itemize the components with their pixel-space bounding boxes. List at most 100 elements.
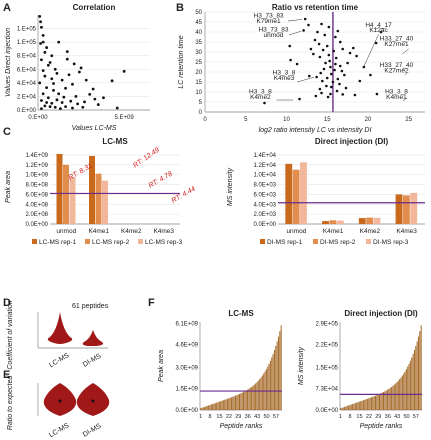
data-point — [38, 81, 42, 85]
rank-bar-lc — [201, 407, 203, 410]
y-axis-label: MS intensity — [227, 167, 234, 206]
rank-bar-lc — [222, 400, 224, 410]
rank-bar-di — [393, 384, 395, 410]
rank-bar-di — [358, 401, 360, 410]
x-tick-label: 50 — [263, 414, 269, 420]
rt-annotation: RT: 4.78 — [148, 171, 174, 190]
data-point — [83, 100, 86, 104]
y-tick-label: 40 — [195, 30, 202, 36]
chart-title: LC-MS — [228, 309, 254, 318]
data-point — [334, 62, 337, 66]
rank-bar-di — [417, 336, 420, 410]
data-point — [329, 92, 332, 96]
data-point — [338, 82, 341, 86]
data-point — [41, 92, 45, 96]
data-point — [38, 14, 42, 18]
x-category-label: LC-MS — [48, 352, 71, 369]
data-point — [307, 23, 310, 27]
x-tick-label: K4me2 — [121, 228, 142, 235]
rank-bar-di — [409, 360, 411, 410]
data-point — [74, 95, 78, 98]
data-point — [81, 105, 85, 109]
rank-bar-lc — [230, 397, 232, 410]
data-point — [55, 71, 59, 75]
rank-bar-di — [362, 400, 364, 410]
x-tick-label: 57 — [273, 414, 279, 420]
legend-swatch — [366, 239, 371, 244]
peptide-annotation: K79me1 — [256, 18, 281, 25]
x-tick-label: 25 — [405, 117, 412, 123]
rank-bar-di — [404, 371, 406, 410]
bar-lc-unmod-rep1 — [56, 153, 63, 224]
annotation-leader — [402, 97, 408, 102]
data-point — [50, 54, 54, 58]
x-tick-label: K4me1 — [323, 228, 344, 235]
y-tick-label: 6.0E+03 — [253, 192, 276, 198]
y-tick-label: 7.3E+04 — [315, 387, 338, 393]
rank-bar-lc — [224, 399, 226, 410]
data-point — [40, 25, 43, 29]
x-tick-label: 29 — [375, 414, 381, 420]
data-point — [57, 92, 61, 96]
x-tick-label: 29 — [235, 414, 241, 420]
panel-f-rank-bars: F LC-MS 0.0E+00 1.5E+09 3.0E+09 4.6E+09 6.1E+0… — [148, 297, 422, 430]
data-point — [329, 72, 333, 76]
data-point — [340, 69, 344, 73]
rank-bar-lc — [204, 406, 206, 410]
x-tick-label: 15 — [324, 117, 331, 123]
x-tick-label: unmod — [56, 228, 76, 235]
data-point — [353, 93, 357, 97]
rank-bar-lc — [237, 394, 239, 410]
data-point — [307, 74, 311, 78]
rank-bar-lc — [234, 395, 236, 410]
peptide-annotation: H3_3_8 — [385, 89, 408, 96]
y-tick-label: 0.0E+00 — [175, 408, 198, 414]
data-point — [295, 62, 299, 66]
y-tick-label: 0.E+00 — [17, 108, 37, 114]
rank-bar-lc — [269, 360, 271, 410]
rank-bar-di — [391, 386, 393, 410]
rank-bar-lc — [238, 393, 241, 410]
data-point — [48, 105, 52, 109]
rank-bar-lc — [214, 403, 216, 410]
x-tick-label: 5 — [244, 117, 248, 123]
x-tick-label: 22 — [366, 414, 372, 420]
x-tick-label: 57 — [413, 414, 419, 420]
rank-bar-lc — [208, 405, 210, 410]
y-tick-label: 2.E+04 — [17, 94, 37, 100]
legend-label: LC-MS rep-1 — [39, 239, 77, 246]
data-point — [65, 57, 69, 61]
rank-bar-lc — [272, 353, 274, 410]
data-point — [64, 86, 67, 90]
y-tick-label: 8.0E+03 — [253, 183, 276, 189]
y-tick-label: 1.2E+09 — [25, 163, 48, 169]
data-point — [315, 75, 318, 79]
data-point — [322, 67, 326, 71]
legend-swatch — [260, 239, 265, 244]
rank-bar-lc — [218, 401, 220, 410]
y-tick-label: 0 — [199, 110, 203, 116]
rank-bar-lc — [271, 357, 273, 410]
data-point — [320, 91, 323, 95]
rank-bar-di — [412, 353, 414, 410]
violin-lc-ms — [47, 312, 73, 344]
rank-bar-di — [396, 382, 398, 410]
data-point — [39, 20, 42, 24]
panel-b-ratio-vs-rt: B Ratio vs retention time 0 5 10 15 20 25 30 35 40… — [176, 2, 425, 134]
rank-bar-lc — [232, 396, 234, 410]
data-point — [79, 66, 83, 70]
rank-bar-di — [369, 397, 371, 410]
rank-bar-di — [364, 399, 366, 410]
panel-letter-e: E — [3, 369, 10, 381]
y-tick-label: 0.0E+00 — [25, 222, 48, 228]
x-tick-label: 0 — [203, 117, 207, 123]
y-tick-label: 45 — [195, 20, 202, 26]
data-point — [338, 64, 342, 68]
annotation-leader — [297, 76, 315, 83]
rank-bar-di — [354, 403, 356, 410]
data-point — [369, 73, 372, 77]
bar-di-k4me1-rep3 — [336, 220, 344, 224]
rank-bar-di — [384, 391, 386, 410]
y-tick-label: 6.0E+08 — [25, 192, 48, 198]
